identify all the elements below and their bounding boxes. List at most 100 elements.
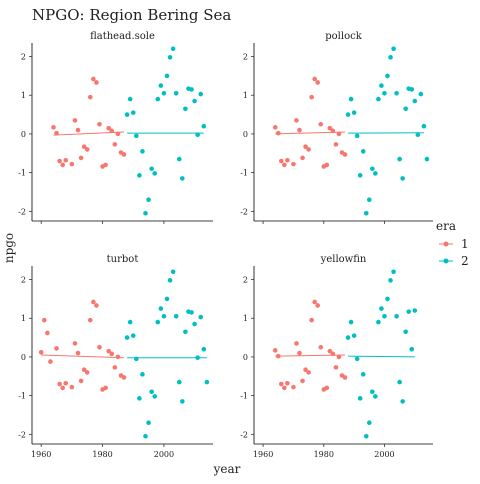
chart-title: NPGO: Region Bering Sea <box>32 6 231 24</box>
data-point <box>355 134 360 139</box>
data-point <box>370 166 375 171</box>
data-point <box>312 300 317 305</box>
panel-strip-label: pollock <box>325 31 362 42</box>
data-point <box>79 156 84 161</box>
data-point <box>85 370 90 375</box>
data-point <box>379 83 384 88</box>
data-point <box>337 355 342 360</box>
x-tick-label: 1960 <box>253 450 273 459</box>
data-point <box>325 386 330 391</box>
data-point <box>177 157 182 162</box>
data-point <box>291 385 296 390</box>
data-point <box>376 97 381 102</box>
data-point <box>134 134 139 139</box>
data-point <box>361 372 366 377</box>
data-point <box>397 157 402 162</box>
data-point <box>306 147 311 152</box>
data-point <box>109 352 114 357</box>
legend-title: era <box>436 219 456 233</box>
x-tick-label: 2000 <box>154 450 174 459</box>
data-point <box>352 110 357 115</box>
data-point <box>125 112 130 117</box>
data-point <box>346 335 351 340</box>
data-point <box>79 379 84 384</box>
data-point <box>346 112 351 117</box>
data-point <box>122 152 127 157</box>
data-point <box>297 351 302 356</box>
panel-strip-label: flathead.sole <box>90 31 155 42</box>
data-point <box>367 197 372 202</box>
data-point <box>122 375 127 380</box>
data-point <box>403 329 408 334</box>
y-tick-label: 1 <box>21 314 26 323</box>
data-point <box>63 381 68 386</box>
data-point <box>91 77 96 82</box>
data-point <box>155 97 160 102</box>
data-point <box>201 124 206 129</box>
data-point <box>60 163 65 168</box>
data-point <box>42 318 47 323</box>
data-point <box>162 91 167 96</box>
data-point <box>159 306 164 311</box>
y-tick-label: 0 <box>243 353 248 362</box>
data-point <box>152 171 157 176</box>
data-point <box>294 118 299 123</box>
y-tick-label: 1 <box>243 314 248 323</box>
data-point <box>94 303 99 308</box>
era-1-line <box>53 132 124 135</box>
data-point <box>385 74 390 79</box>
data-point <box>168 55 173 60</box>
data-point <box>146 197 151 202</box>
data-point <box>88 95 93 100</box>
data-point <box>391 270 396 275</box>
data-point <box>294 341 299 346</box>
y-tick-label: -1 <box>240 392 248 401</box>
data-point <box>409 347 414 352</box>
data-point <box>140 372 145 377</box>
data-point <box>300 156 305 161</box>
data-point <box>382 91 387 96</box>
data-point <box>116 355 121 360</box>
data-point <box>85 147 90 152</box>
data-point <box>171 47 176 52</box>
panel-strip-label: yellowfin <box>320 254 367 265</box>
x-tick-label: 1980 <box>314 450 334 459</box>
legend-key-point <box>444 242 449 247</box>
data-point <box>412 308 417 313</box>
data-point <box>149 389 154 394</box>
data-point <box>88 318 93 323</box>
data-point <box>103 163 108 168</box>
data-point <box>113 142 118 147</box>
data-point <box>128 320 133 325</box>
data-point <box>334 142 339 147</box>
y-tick-label: 1 <box>21 91 26 100</box>
data-point <box>297 128 302 133</box>
data-point <box>315 80 320 85</box>
data-point <box>159 83 164 88</box>
data-point <box>140 149 145 154</box>
data-point <box>180 176 185 181</box>
data-point <box>116 132 121 137</box>
y-tick-label: -1 <box>240 169 248 178</box>
data-point <box>312 77 317 82</box>
data-point <box>54 346 59 351</box>
data-point <box>419 92 424 97</box>
data-point <box>189 87 194 92</box>
data-point <box>162 314 167 319</box>
data-point <box>146 420 151 425</box>
data-point <box>94 80 99 85</box>
data-point <box>388 55 393 60</box>
data-point <box>309 95 314 100</box>
data-point <box>331 352 336 357</box>
data-point <box>168 278 173 283</box>
data-point <box>54 131 59 136</box>
data-point <box>276 354 281 359</box>
data-point <box>103 386 108 391</box>
data-point <box>285 158 290 163</box>
data-point <box>376 320 381 325</box>
data-point <box>195 355 200 360</box>
data-point <box>143 434 148 439</box>
y-tick-label: 0 <box>21 130 26 139</box>
